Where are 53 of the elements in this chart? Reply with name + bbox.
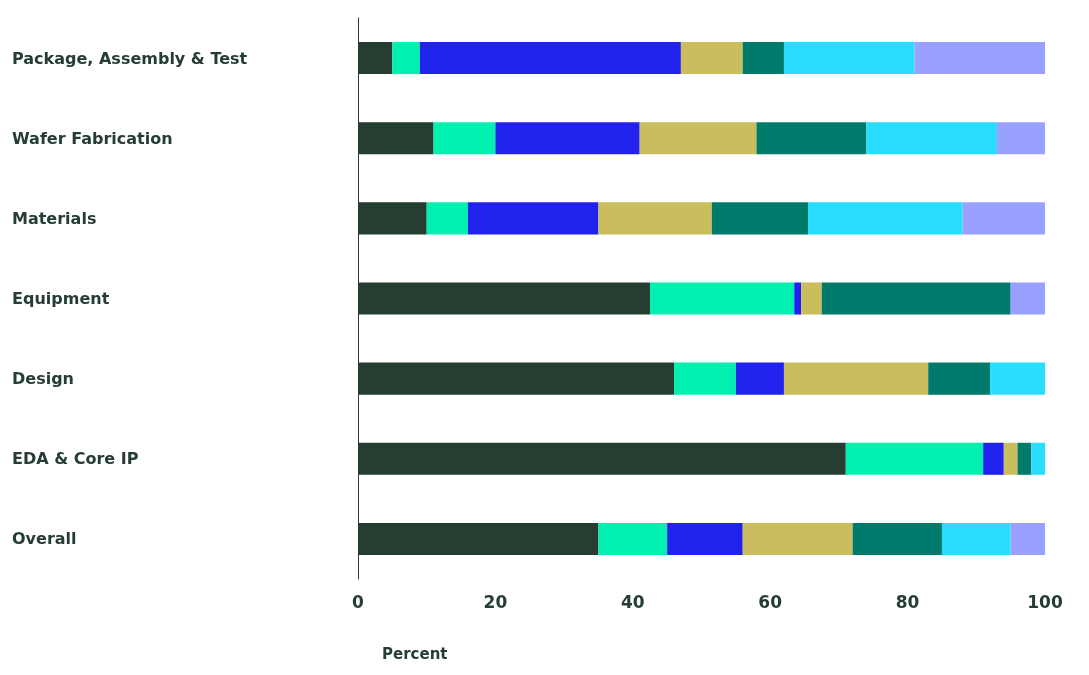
y-tick-label: EDA & Core IP: [12, 449, 139, 469]
bar: [711, 202, 808, 235]
x-tick-label: 0: [352, 591, 365, 612]
bar: [845, 442, 984, 475]
bar: [467, 202, 599, 235]
bar: [852, 522, 942, 555]
bar: [649, 282, 795, 315]
y-tick-label: Materials: [12, 208, 97, 228]
bar: [783, 42, 915, 75]
bar: [1017, 442, 1032, 475]
bar: [941, 522, 1011, 555]
bar: [821, 282, 1011, 315]
bar: [783, 362, 929, 395]
bar: [639, 122, 757, 155]
bar: [426, 202, 468, 235]
y-tick-label: Overall: [12, 529, 77, 549]
x-tick-label: 100: [1027, 591, 1063, 612]
bar: [392, 42, 420, 75]
bar: [1003, 442, 1018, 475]
bar: [1010, 522, 1045, 555]
bar: [801, 282, 822, 315]
bar: [1031, 442, 1045, 475]
bar: [667, 522, 743, 555]
x-tick-label: 40: [620, 591, 645, 612]
bar: [928, 362, 991, 395]
bar: [742, 42, 784, 75]
bar: [756, 122, 867, 155]
bar: [914, 42, 1045, 75]
bar: [807, 202, 963, 235]
y-tick-label: Package, Assembly & Test: [12, 48, 248, 68]
y-tick-label: Design: [12, 369, 74, 389]
bar: [794, 282, 802, 315]
bar: [996, 122, 1045, 155]
bar: [990, 362, 1045, 395]
bar: [983, 442, 1004, 475]
bar: [962, 202, 1045, 235]
bar: [674, 362, 736, 395]
x-tick-label: 80: [895, 591, 920, 612]
bar: [598, 202, 712, 235]
x-tick-label: 20: [483, 591, 508, 612]
bar: [735, 362, 784, 395]
x-axis-title: Percent: [382, 644, 448, 663]
bar: [433, 122, 496, 155]
bar: [742, 522, 853, 555]
bar: [598, 522, 668, 555]
x-tick-label: 60: [758, 591, 783, 612]
y-tick-label: Wafer Fabrication: [12, 128, 173, 148]
bar: [866, 122, 997, 155]
bar: [495, 122, 640, 155]
bar: [1010, 282, 1045, 315]
y-tick-label: Equipment: [12, 289, 110, 308]
bar: [680, 42, 743, 75]
bar: [419, 42, 681, 75]
